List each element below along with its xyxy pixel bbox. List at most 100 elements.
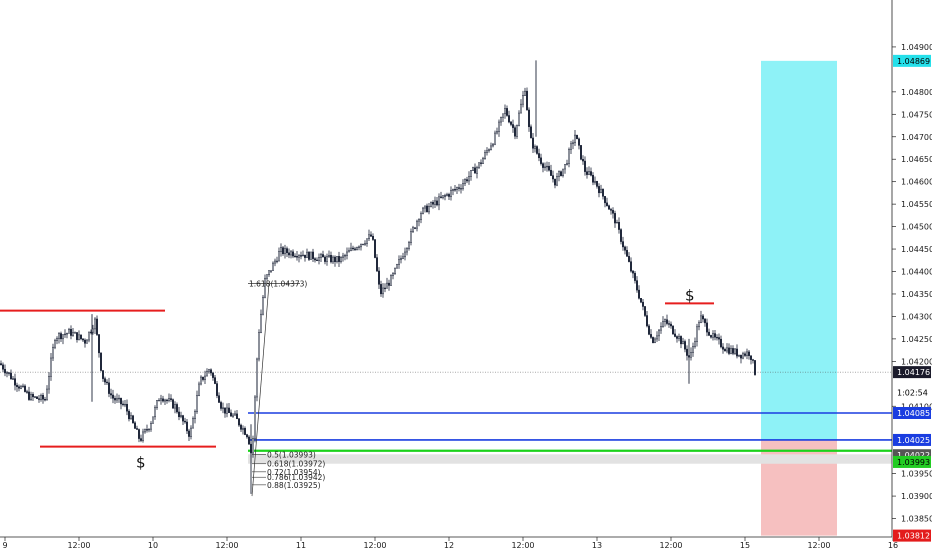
- candle: [272, 261, 274, 271]
- candle: [730, 345, 732, 355]
- candle: [696, 323, 698, 347]
- candle-body: [64, 333, 66, 336]
- time-tick-label: 10: [148, 541, 158, 550]
- candle-body: [482, 158, 484, 164]
- candle-body: [26, 391, 28, 393]
- candle: [600, 184, 602, 194]
- candle-body: [152, 416, 154, 424]
- candle: [742, 351, 744, 360]
- candle-body: [674, 333, 676, 337]
- candle-body: [228, 407, 230, 414]
- candle-body: [170, 398, 172, 400]
- candle: [282, 246, 284, 256]
- candle-body: [656, 335, 658, 340]
- candle: [94, 317, 96, 334]
- candle: [376, 254, 378, 273]
- candle: [166, 398, 168, 404]
- candle: [238, 418, 240, 427]
- candle-body: [112, 394, 114, 399]
- candle-body: [82, 338, 84, 341]
- candle: [494, 130, 496, 146]
- candle-body: [214, 377, 216, 384]
- candle-body: [452, 189, 454, 191]
- candle-body: [516, 125, 518, 137]
- candle: [706, 318, 708, 337]
- candle: [58, 332, 60, 344]
- tag-countdown-bg: [893, 386, 931, 399]
- candle-body: [636, 280, 638, 291]
- candle-body: [338, 256, 340, 262]
- candle-body: [246, 434, 248, 438]
- candle: [568, 147, 570, 168]
- candle: [608, 204, 610, 210]
- time-tick-label: 13: [592, 541, 602, 550]
- candle-body: [86, 339, 88, 344]
- candle-body: [610, 209, 612, 211]
- candle: [434, 196, 436, 209]
- candle-body: [230, 412, 232, 417]
- candle: [206, 368, 208, 377]
- candle: [538, 148, 540, 162]
- candle-body: [394, 267, 396, 274]
- candle: [32, 392, 34, 401]
- candle: [306, 248, 308, 258]
- candle: [248, 435, 250, 445]
- candle-body: [648, 325, 650, 335]
- tag-green: 1.03993: [897, 458, 930, 467]
- candle-body: [238, 418, 240, 426]
- candle: [222, 402, 224, 414]
- candle: [522, 90, 524, 108]
- candle: [336, 256, 338, 264]
- candle: [0, 360, 2, 366]
- candle: [18, 384, 20, 392]
- candle-body: [520, 103, 522, 114]
- candle: [672, 325, 674, 335]
- candle-body: [490, 145, 492, 150]
- candle-body: [634, 272, 636, 281]
- candle-body: [138, 429, 140, 439]
- candle: [528, 107, 530, 132]
- candle-body: [262, 296, 264, 315]
- time-axis[interactable]: 9 12:00 10 12:00 11 12:00 12 12:00 13 12:00 15 12:0…: [0, 536, 932, 550]
- candle: [718, 333, 720, 345]
- candle-body: [676, 336, 678, 339]
- candle: [708, 328, 710, 336]
- price-axis[interactable]: 1.04900 1.04800 1.04750 1.04700 1.04650 1.046…: [891, 0, 932, 537]
- candle-body: [202, 376, 204, 380]
- candle: [302, 250, 304, 257]
- candle-body: [420, 213, 422, 220]
- candle-body: [310, 251, 312, 260]
- time-tick-label: 12:00: [215, 541, 238, 550]
- candle-body: [564, 164, 566, 170]
- candle: [478, 162, 480, 170]
- candle-body: [404, 251, 406, 258]
- candle: [186, 418, 188, 434]
- candle: [182, 414, 184, 425]
- candle: [132, 414, 134, 424]
- candle: [550, 164, 552, 176]
- fib-level-label: 0.5(1.03993): [267, 450, 316, 459]
- candle: [680, 335, 682, 349]
- price-tick-label: 1.04500: [901, 223, 932, 232]
- candle-body: [642, 301, 644, 307]
- candle: [12, 376, 14, 380]
- candle: [322, 250, 324, 258]
- candle-body: [754, 360, 756, 375]
- candle: [690, 347, 692, 361]
- candle: [312, 248, 314, 262]
- candle-body: [714, 333, 716, 338]
- candle-body: [732, 348, 734, 354]
- candle: [160, 394, 162, 405]
- candle: [188, 428, 190, 441]
- candle: [662, 316, 664, 328]
- candle-body: [522, 95, 524, 105]
- candle: [470, 170, 472, 181]
- candle-body: [536, 146, 538, 154]
- candle: [8, 372, 10, 376]
- candle: [232, 413, 234, 418]
- candle: [500, 116, 502, 126]
- candle: [388, 279, 390, 291]
- candle-body: [408, 242, 410, 249]
- candle-body: [156, 400, 158, 408]
